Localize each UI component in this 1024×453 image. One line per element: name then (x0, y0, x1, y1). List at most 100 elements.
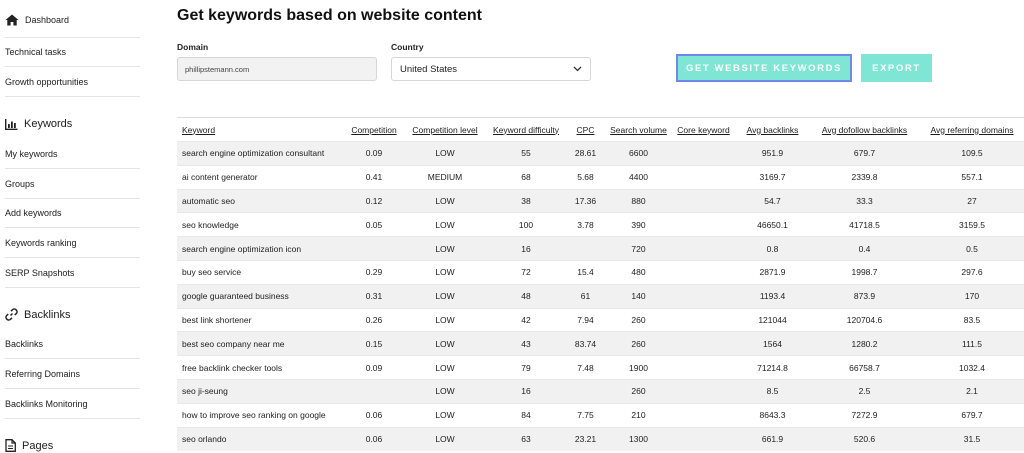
sidebar-item-technical-tasks[interactable]: Technical tasks (5, 47, 140, 67)
table-cell: 1300 (606, 426, 671, 451)
table-body: search engine optimization consultant 0.0… (177, 141, 1024, 451)
table-cell: 72 (487, 259, 565, 285)
domain-input[interactable] (177, 57, 377, 81)
table-cell: search engine optimization consultant (177, 141, 345, 166)
table-row[interactable]: how to improve seo ranking on google 0.06… (177, 402, 1024, 428)
table-cell: 951.9 (736, 141, 809, 166)
table-cell: 873.9 (809, 283, 920, 309)
table-cell: 31.5 (920, 426, 1024, 451)
table-row[interactable]: seo knowledge 0.05 LOW 100 3.78 390 46650.1 417… (177, 212, 1024, 237)
table-row[interactable]: seo ji-seung LOW 16 260 8.5 2.5 2.1 (177, 378, 1024, 404)
table-cell: 54.7 (736, 188, 809, 213)
table-row[interactable]: seo orlando 0.06 LOW 63 23.21 1300 661.9 520.6 3… (177, 426, 1024, 451)
table-cell: 16 (487, 236, 565, 261)
table-row[interactable]: buy seo service 0.29 LOW 72 15.4 480 2871.9 199… (177, 259, 1024, 285)
table-cell: best seo company near me (177, 331, 345, 356)
table-cell: 2.1 (920, 378, 1024, 404)
table-cell: 84 (487, 402, 565, 428)
table-cell: 16 (487, 378, 565, 404)
table-cell: 0.06 (345, 402, 403, 428)
sidebar-item-backlinks-monitoring[interactable]: Backlinks Monitoring (5, 399, 140, 419)
table-cell: LOW (403, 307, 487, 332)
table-cell (671, 236, 736, 261)
table-cell: 0.8 (736, 236, 809, 261)
sidebar-heading-label: Keywords (24, 118, 73, 130)
get-website-keywords-button[interactable]: GET WEBSITE KEYWORDS (676, 54, 852, 82)
table-cell: 880 (606, 188, 671, 213)
table-cell: 661.9 (736, 426, 809, 451)
sidebar-item-referring-domains[interactable]: Referring Domains (5, 369, 140, 389)
column-header[interactable]: Competition (345, 117, 403, 142)
table-cell: 260 (606, 331, 671, 356)
table-cell (671, 355, 736, 380)
table-cell (671, 259, 736, 285)
column-header[interactable]: Core keyword (671, 117, 736, 142)
table-cell: 679.7 (809, 141, 920, 166)
table-row[interactable]: search engine optimization icon LOW 16 720 0… (177, 236, 1024, 261)
column-header[interactable]: CPC (565, 117, 606, 142)
sidebar-item-keywords-ranking[interactable]: Keywords ranking (5, 238, 140, 258)
table-row[interactable]: best seo company near me 0.15 LOW 43 83.74 26… (177, 331, 1024, 356)
table-cell: 2.5 (809, 378, 920, 404)
sidebar-item-groups[interactable]: Groups (5, 179, 140, 199)
column-header[interactable]: Avg backlinks (736, 117, 809, 142)
table-cell: 42 (487, 307, 565, 332)
table-cell: automatic seo (177, 188, 345, 213)
table-row[interactable]: automatic seo 0.12 LOW 38 17.36 880 54.7 33.3 27 (177, 188, 1024, 213)
table-cell (671, 283, 736, 309)
export-button[interactable]: EXPORT (861, 54, 932, 82)
table-cell: 557.1 (920, 164, 1024, 190)
table-cell: 260 (606, 378, 671, 404)
country-select[interactable]: United States (391, 57, 591, 81)
table-cell: 83.5 (920, 307, 1024, 332)
table-cell: 48 (487, 283, 565, 309)
table-cell: 0.5 (920, 236, 1024, 261)
sidebar-item-label: Groups (5, 179, 35, 189)
table-cell: how to improve seo ranking on google (177, 402, 345, 428)
table-cell: 0.26 (345, 307, 403, 332)
table-cell: 210 (606, 402, 671, 428)
table-cell: 55 (487, 141, 565, 166)
table-cell: 8643.3 (736, 402, 809, 428)
table-cell: 28.61 (565, 141, 606, 166)
column-header[interactable]: Search volume (606, 117, 671, 142)
table-cell (671, 164, 736, 190)
table-cell (671, 141, 736, 166)
table-cell: 7272.9 (809, 402, 920, 428)
table-cell: 43 (487, 331, 565, 356)
sidebar-item-backlinks[interactable]: Backlinks (5, 339, 140, 359)
table-row[interactable]: search engine optimization consultant 0.0… (177, 141, 1024, 166)
table-cell: 8.5 (736, 378, 809, 404)
sidebar-item-serp-snapshots[interactable]: SERP Snapshots (5, 268, 140, 288)
sidebar: Dashboard Technical tasks Growth opportu… (0, 0, 140, 453)
table-row[interactable]: google guaranteed business 0.31 LOW 48 61 140… (177, 283, 1024, 309)
sidebar-item-dashboard[interactable]: Dashboard (5, 14, 69, 26)
sidebar-item-growth-opportunities[interactable]: Growth opportunities (5, 77, 140, 97)
table-cell: 38 (487, 188, 565, 213)
table-cell: 83.74 (565, 331, 606, 356)
table-cell: 46650.1 (736, 212, 809, 237)
table-cell: 1900 (606, 355, 671, 380)
table-cell: 0.09 (345, 141, 403, 166)
column-header[interactable]: Avg dofollow backlinks (809, 117, 920, 142)
table-row[interactable]: ai content generator 0.41 MEDIUM 68 5.68 4400… (177, 164, 1024, 190)
sidebar-item-add-keywords[interactable]: Add keywords (5, 208, 140, 228)
table-cell: 2339.8 (809, 164, 920, 190)
column-header[interactable]: Keyword (177, 117, 345, 142)
table-cell (565, 236, 606, 261)
table-cell: 4400 (606, 164, 671, 190)
sidebar-item-my-keywords[interactable]: My keywords (5, 149, 140, 169)
table-cell: 1193.4 (736, 283, 809, 309)
table-cell (345, 236, 403, 261)
table-cell: 100 (487, 212, 565, 237)
table-cell: 260 (606, 307, 671, 332)
column-header[interactable]: Avg referring domains (920, 117, 1024, 142)
column-header[interactable]: Competition level (403, 117, 487, 142)
table-row[interactable]: best link shortener 0.26 LOW 42 7.94 260 12104… (177, 307, 1024, 332)
table-cell (671, 378, 736, 404)
table-cell: 7.94 (565, 307, 606, 332)
table-cell: 0.31 (345, 283, 403, 309)
keywords-table: Keyword Competition Competition level Keywo… (177, 117, 1024, 451)
table-row[interactable]: free backlink checker tools 0.09 LOW 79 7.48… (177, 355, 1024, 380)
column-header[interactable]: Keyword difficulty (487, 117, 565, 142)
